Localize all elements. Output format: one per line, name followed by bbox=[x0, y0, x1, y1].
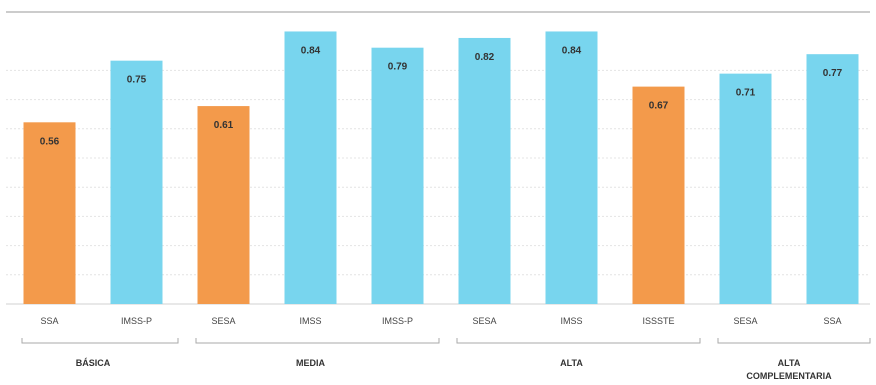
bar-value-label: 0.67 bbox=[649, 101, 669, 112]
category-label: SSA bbox=[40, 316, 58, 326]
bar-value-label: 0.77 bbox=[823, 68, 843, 79]
bars-layer bbox=[23, 31, 859, 305]
group-label: MEDIA bbox=[296, 358, 326, 368]
group-bracket bbox=[195, 338, 440, 344]
bar bbox=[458, 37, 511, 304]
category-label: SESA bbox=[211, 316, 235, 326]
bar-value-label: 0.71 bbox=[736, 88, 756, 99]
category-label: IMSS-P bbox=[382, 316, 413, 326]
category-labels-layer: SSA IMSS-P SESA IMSS IMSS-P SESA IMSS ISSSTE SES… bbox=[40, 316, 841, 326]
group-label: COMPLEMENTARIA bbox=[746, 371, 832, 381]
group-brackets-layer: BÁSICA MEDIA ALTA ALTA COMPLEMENTARIA bbox=[21, 338, 871, 381]
bar bbox=[110, 60, 163, 304]
bar bbox=[197, 106, 250, 304]
bar-value-label: 0.61 bbox=[214, 120, 234, 131]
category-label: IMSS-P bbox=[121, 316, 152, 326]
group-bracket bbox=[456, 338, 701, 344]
group-label: ALTA bbox=[778, 358, 801, 368]
bar bbox=[284, 31, 337, 304]
bar-value-label: 0.84 bbox=[562, 45, 582, 56]
category-label: IMSS bbox=[560, 316, 582, 326]
bar-value-label: 0.75 bbox=[127, 75, 147, 86]
bar-value-label: 0.84 bbox=[301, 45, 321, 56]
category-label: SESA bbox=[472, 316, 496, 326]
category-label: IMSS bbox=[299, 316, 321, 326]
bar bbox=[371, 47, 424, 304]
category-label: ISSSTE bbox=[642, 316, 674, 326]
bar bbox=[632, 86, 685, 304]
bar-value-label: 0.82 bbox=[475, 52, 495, 63]
value-labels-layer: 0.56 0.75 0.61 0.84 0.79 0.82 0.84 0.67 0.71 0.77 bbox=[40, 45, 843, 147]
bar-value-label: 0.79 bbox=[388, 62, 408, 73]
group-label: BÁSICA bbox=[76, 358, 111, 368]
category-label: SESA bbox=[733, 316, 757, 326]
category-label: SSA bbox=[823, 316, 841, 326]
group-label: ALTA bbox=[560, 358, 583, 368]
bar bbox=[719, 73, 772, 305]
bar bbox=[545, 31, 598, 304]
bar bbox=[806, 54, 859, 304]
bar-value-label: 0.56 bbox=[40, 136, 60, 147]
group-bracket bbox=[717, 338, 871, 344]
group-bracket bbox=[21, 338, 179, 344]
bar bbox=[23, 122, 76, 304]
